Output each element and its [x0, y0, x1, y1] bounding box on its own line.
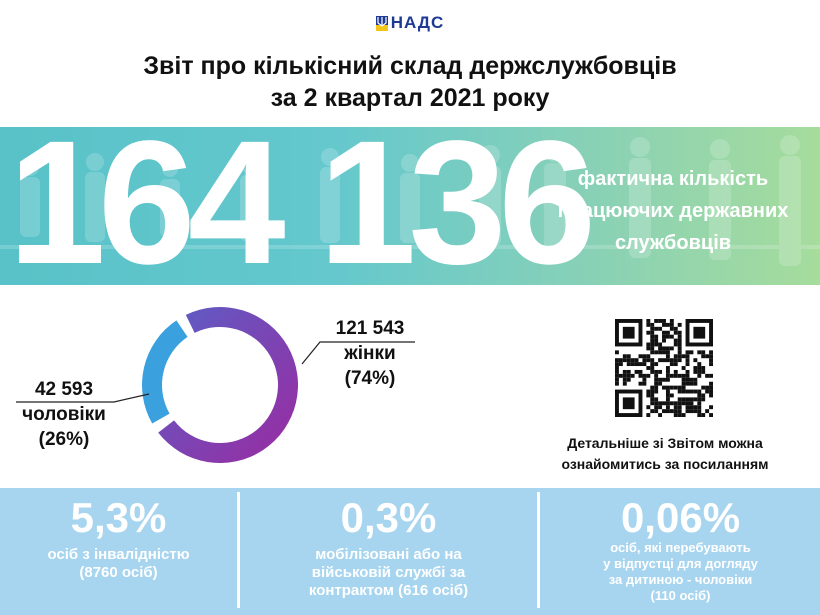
stat-leave-line-4: (110 осіб): [650, 588, 711, 603]
crowd-silhouettes-image: [0, 135, 820, 266]
stat-parental-leave: 0,06% осіб, які перебувають у відпустці …: [541, 488, 820, 615]
stat-military: 0,3% мобілізовані або на військовій служ…: [240, 488, 537, 615]
men-label: 42 593 чоловіки (26%): [14, 377, 114, 452]
stats-divider-2: [537, 492, 540, 608]
stat-disability-percent: 5,3%: [70, 494, 167, 541]
stat-military-line-1: мобілізовані або на: [315, 546, 462, 563]
stat-disability-line-2: (8760 осіб): [79, 564, 158, 581]
men-segment: [142, 320, 188, 424]
women-count: 121 543: [335, 318, 405, 339]
qr-caption-line-1: Детальніше зі Звітом можна: [567, 435, 763, 451]
stat-disability-line-1: осіб з інвалідністю: [47, 546, 190, 563]
women-title: жінки: [344, 343, 396, 364]
stat-leave-line-2: у відпустці для догляду: [603, 556, 758, 571]
men-percent: (26%): [38, 429, 90, 450]
qr-code[interactable]: [615, 319, 713, 417]
total-caption-line-2: працюючих державних: [557, 200, 789, 222]
stats-divider-1: [237, 492, 240, 608]
women-segment: [158, 307, 298, 463]
stat-leave-percent: 0,06%: [620, 494, 741, 541]
total-caption-line-1: фактична кількість: [577, 168, 769, 190]
men-leader-line: [16, 393, 150, 403]
qr-caption: Детальніше зі Звітом можна ознайомитись …: [520, 433, 810, 475]
total-banner: [0, 127, 820, 285]
stat-disability: 5,3% осіб з інвалідністю (8760 осіб): [0, 488, 237, 615]
stat-leave-line-3: за дитиною - чоловіки: [608, 572, 753, 587]
total-count: 164 136: [8, 105, 596, 301]
total-caption-line-3: службовців: [614, 232, 732, 254]
title-line-1: Звіт про кількісний склад держслужбовців: [143, 52, 677, 80]
men-title: чоловіки: [22, 404, 106, 425]
stats-strip: 5,3% осіб з інвалідністю (8760 осіб) 0,3…: [0, 488, 820, 615]
women-leader-line: [301, 341, 415, 365]
trident-icon: [375, 16, 388, 31]
men-count: 42 593: [34, 379, 94, 400]
logo-text: НАДС: [390, 13, 445, 32]
stat-military-percent: 0,3%: [340, 494, 437, 541]
stat-leave-desc: осіб, які перебувають у відпустці для до…: [541, 540, 820, 604]
logo: НАДС: [0, 13, 820, 33]
page-title: Звіт про кількісний склад держслужбовців…: [0, 50, 820, 114]
stat-leave-line-1: осіб, які перебувають: [610, 540, 751, 555]
women-percent: (74%): [344, 368, 396, 389]
title-line-2: за 2 квартал 2021 року: [270, 84, 550, 112]
gender-donut-chart: [142, 307, 298, 463]
stat-disability-desc: осіб з інвалідністю (8760 осіб): [0, 546, 237, 582]
stat-military-desc: мобілізовані або на військовій службі за…: [240, 546, 537, 600]
total-caption: фактична кількість працюючих державних с…: [532, 163, 814, 259]
women-label: 121 543 жінки (74%): [325, 316, 415, 391]
stat-military-line-3: контрактом (616 осіб): [308, 582, 469, 599]
stat-military-line-2: військовій службі за: [311, 564, 466, 581]
qr-caption-line-2: ознайомитись за посиланням: [561, 456, 769, 472]
